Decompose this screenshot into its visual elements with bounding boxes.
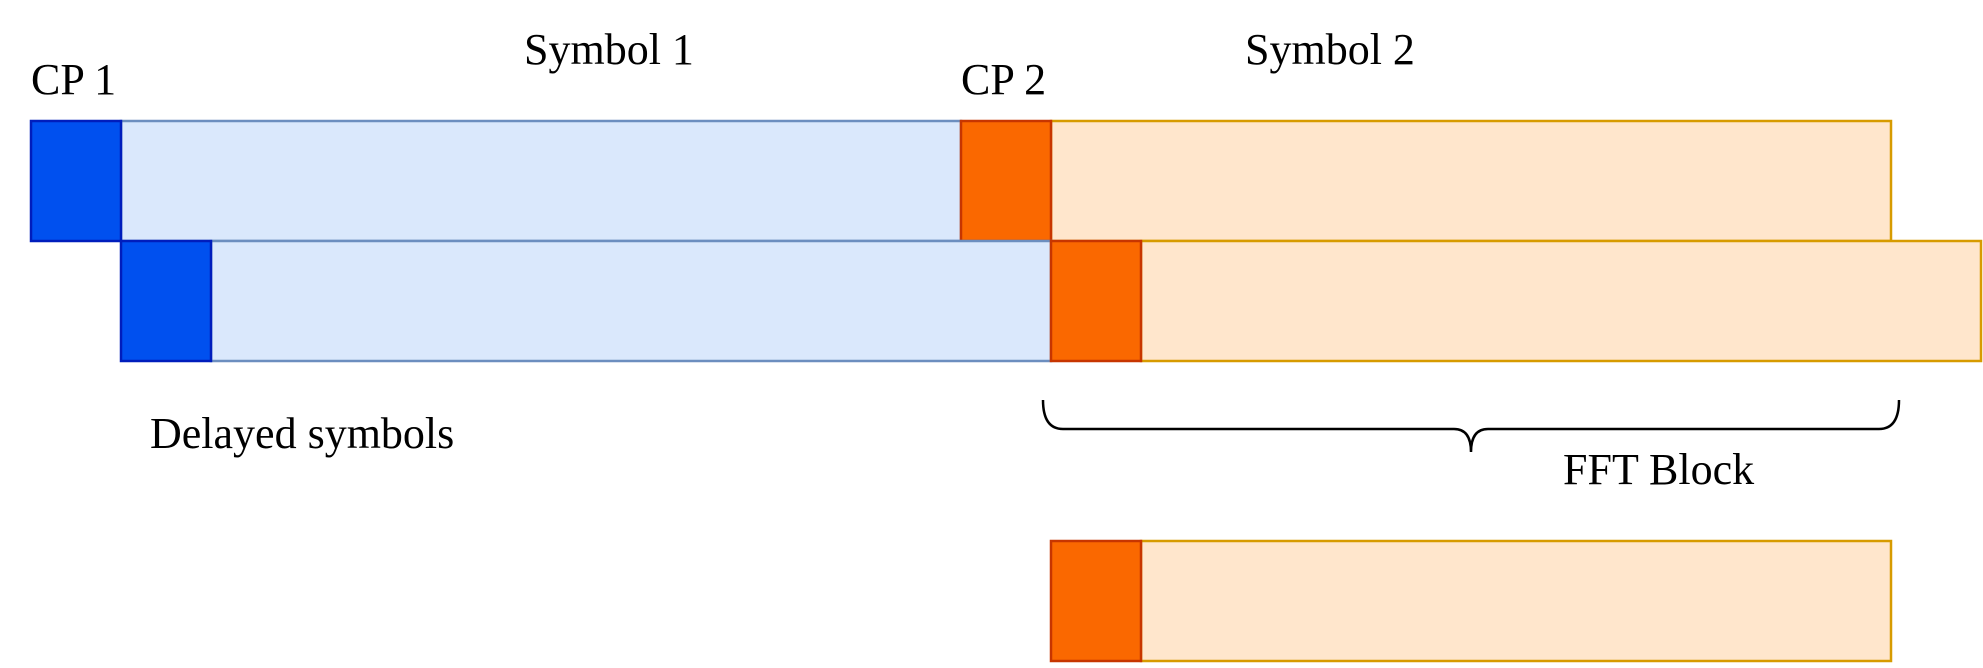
fft-block-brace [1041, 399, 1901, 453]
symbol2-body-row2 [1139, 239, 1983, 363]
symbol1-body-row2 [209, 239, 1053, 363]
cp1-label: CP 1 [31, 55, 117, 104]
symbol2-label: Symbol 2 [1245, 25, 1415, 74]
delayed-symbols-label: Delayed symbols [150, 409, 455, 458]
cp2-block-row1 [959, 119, 1053, 243]
symbol1-label: Symbol 1 [524, 25, 694, 74]
cp1-block-row1 [29, 119, 123, 243]
cp1-block-row2 [119, 239, 213, 363]
fft-block-label: FFT Block [1563, 445, 1755, 494]
cp2-label: CP 2 [961, 55, 1047, 104]
symbol1-body-row1 [119, 119, 963, 243]
symbol2-body-fft [1139, 539, 1893, 663]
cp2-block-row2 [1049, 239, 1143, 363]
cp2-block-fft [1049, 539, 1143, 663]
symbol2-body-row1 [1049, 119, 1893, 243]
